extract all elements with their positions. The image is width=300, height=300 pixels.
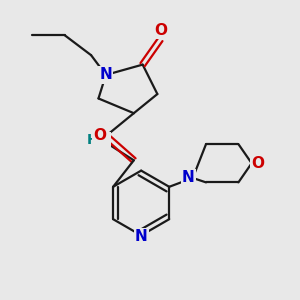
Text: N: N bbox=[135, 230, 148, 244]
Text: N: N bbox=[182, 170, 195, 185]
Text: N: N bbox=[100, 68, 112, 82]
Text: HN: HN bbox=[87, 133, 110, 147]
Text: O: O bbox=[93, 128, 106, 143]
Text: O: O bbox=[251, 156, 264, 171]
Text: O: O bbox=[154, 23, 167, 38]
